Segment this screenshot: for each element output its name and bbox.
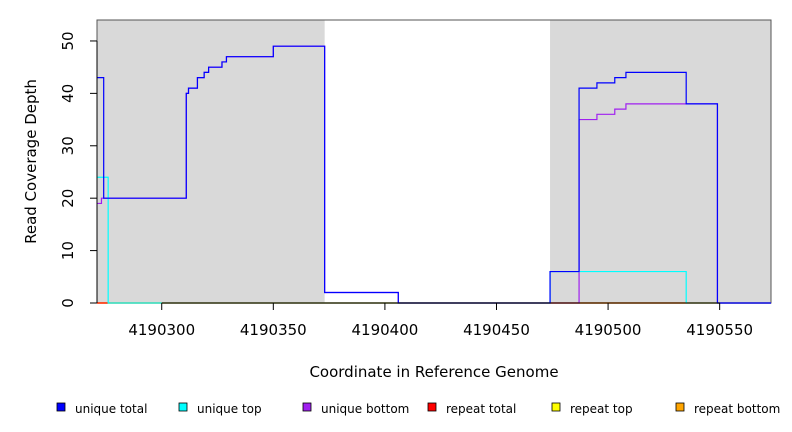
shaded-region-0 (97, 20, 325, 303)
x-tick-label: 4190450 (463, 321, 530, 339)
y-tick-label: 10 (59, 241, 77, 260)
x-axis: 4190300 4190350 4190400 4190450 4190500 41905… (128, 302, 753, 339)
legend-swatch-repeat-top (551, 402, 561, 412)
shaded-regions (97, 20, 771, 303)
x-tick-label: 4190550 (686, 321, 753, 339)
x-axis-title: Coordinate in Reference Genome (309, 363, 558, 381)
legend-swatch-repeat-bottom (675, 402, 685, 412)
legend-label-unique-top: unique top (197, 402, 262, 416)
x-tick-label: 4190400 (351, 321, 418, 339)
y-tick-label: 50 (59, 31, 77, 50)
y-tick-label: 40 (59, 84, 77, 103)
legend-swatch-unique-top (178, 402, 188, 412)
y-tick-label: 30 (59, 136, 77, 155)
legend-label-unique-bottom: unique bottom (321, 402, 409, 416)
x-tick-label: 4190500 (575, 321, 642, 339)
legend-label-repeat-bottom: repeat bottom (694, 402, 780, 416)
x-tick-label: 4190300 (128, 321, 195, 339)
legend: unique total unique top unique bottom repea… (56, 402, 780, 416)
x-tick-label: 4190350 (240, 321, 307, 339)
y-axis-title: Read Coverage Depth (22, 79, 40, 244)
legend-swatch-repeat-total (427, 402, 437, 412)
shaded-region-1 (550, 20, 771, 303)
y-tick-label: 0 (59, 298, 77, 308)
y-tick-label: 20 (59, 189, 77, 208)
legend-label-repeat-top: repeat top (570, 402, 633, 416)
legend-label-repeat-total: repeat total (446, 402, 516, 416)
legend-label-unique-total: unique total (75, 402, 147, 416)
series-line-unique-total (97, 45, 771, 304)
legend-swatch-unique-bottom (302, 402, 312, 412)
legend-swatch-unique-total (56, 402, 66, 412)
y-axis: 0 10 20 30 40 50 (59, 31, 98, 308)
